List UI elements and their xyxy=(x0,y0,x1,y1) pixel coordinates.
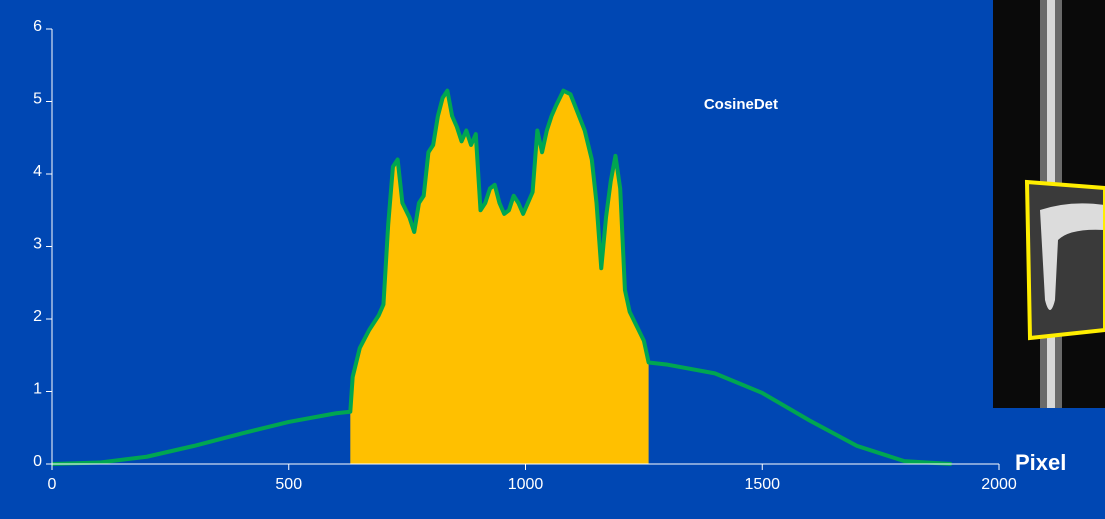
x-tick-label: 1500 xyxy=(744,476,780,493)
y-tick-label: 2 xyxy=(33,308,42,325)
y-tick-label: 1 xyxy=(33,381,42,398)
ct-inset xyxy=(993,0,1105,408)
y-tick-label: 5 xyxy=(33,91,42,108)
y-tick-label: 4 xyxy=(33,163,42,180)
y-tick-label: 0 xyxy=(33,453,42,470)
x-tick-label: 1000 xyxy=(508,476,544,493)
x-axis-label: Pixel xyxy=(1015,450,1066,475)
y-tick-label: 6 xyxy=(33,18,42,35)
y-tick-label: 3 xyxy=(33,236,42,253)
inset-anatomy xyxy=(1040,203,1105,310)
x-tick-label: 0 xyxy=(48,476,57,493)
annotation: CosineDet xyxy=(704,96,778,113)
x-tick-label: 500 xyxy=(275,476,302,493)
inset-box xyxy=(1024,179,1105,341)
area xyxy=(350,90,649,464)
line xyxy=(51,88,952,466)
x-tick-label: 2000 xyxy=(981,476,1017,493)
